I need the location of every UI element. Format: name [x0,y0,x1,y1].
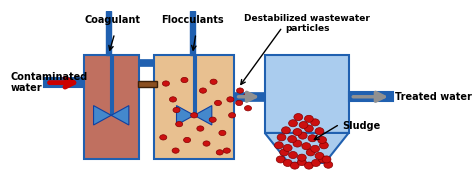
Ellipse shape [304,115,313,122]
Ellipse shape [219,130,226,136]
Ellipse shape [288,136,297,143]
Ellipse shape [304,125,313,132]
Ellipse shape [283,159,292,166]
Bar [234,92,265,101]
Bar [110,55,113,115]
Ellipse shape [322,156,331,163]
Text: Contaminated
water: Contaminated water [10,72,88,93]
Ellipse shape [283,144,292,151]
Bar [190,11,195,55]
Ellipse shape [289,151,297,158]
Ellipse shape [276,156,285,163]
Ellipse shape [293,129,302,136]
Ellipse shape [289,120,297,127]
Text: Treated water: Treated water [395,92,472,102]
Ellipse shape [297,154,306,161]
Ellipse shape [203,141,210,146]
Ellipse shape [244,93,251,99]
Ellipse shape [319,142,328,149]
Ellipse shape [227,97,234,102]
Ellipse shape [181,77,188,83]
Ellipse shape [277,134,286,141]
Ellipse shape [294,114,303,121]
Ellipse shape [319,156,328,163]
Ellipse shape [228,113,236,118]
Ellipse shape [176,121,182,127]
Ellipse shape [282,127,291,134]
Ellipse shape [169,97,176,102]
Ellipse shape [299,121,308,129]
Ellipse shape [223,148,230,153]
Ellipse shape [200,88,207,93]
Text: Flocculants: Flocculants [161,15,224,25]
Ellipse shape [291,162,299,169]
Bar [348,92,393,101]
Polygon shape [194,106,212,125]
Ellipse shape [293,140,302,147]
Ellipse shape [315,152,324,159]
Ellipse shape [191,113,198,118]
Ellipse shape [298,132,307,139]
Polygon shape [111,106,129,125]
Ellipse shape [324,161,333,168]
Ellipse shape [310,145,319,152]
Ellipse shape [318,136,327,143]
Bar [265,55,348,133]
Ellipse shape [306,149,315,156]
Ellipse shape [173,107,180,113]
Ellipse shape [245,106,252,111]
Polygon shape [265,133,348,163]
Ellipse shape [274,142,283,149]
Ellipse shape [308,135,317,142]
Ellipse shape [216,150,223,155]
Bar [84,55,138,159]
Ellipse shape [237,88,244,93]
Ellipse shape [183,137,191,143]
Ellipse shape [209,117,216,122]
Bar [44,78,84,87]
Bar [106,11,111,55]
Ellipse shape [311,159,320,166]
Ellipse shape [297,158,306,166]
Ellipse shape [315,128,324,135]
Ellipse shape [236,100,243,106]
Ellipse shape [280,149,289,156]
Text: Destabilized wastewater
particles: Destabilized wastewater particles [244,14,370,33]
Ellipse shape [160,135,167,140]
Ellipse shape [197,126,204,131]
Text: Coagulant: Coagulant [85,15,141,25]
Ellipse shape [214,100,221,106]
Text: Sludge: Sludge [342,121,381,131]
Bar [138,59,155,66]
Ellipse shape [304,162,313,169]
Ellipse shape [163,81,169,86]
Ellipse shape [172,148,179,153]
Ellipse shape [302,143,310,150]
Polygon shape [93,106,111,125]
Bar [193,55,196,115]
Ellipse shape [310,119,319,126]
Bar [137,81,157,87]
Ellipse shape [210,79,217,84]
Polygon shape [176,106,194,125]
Bar [155,55,234,159]
